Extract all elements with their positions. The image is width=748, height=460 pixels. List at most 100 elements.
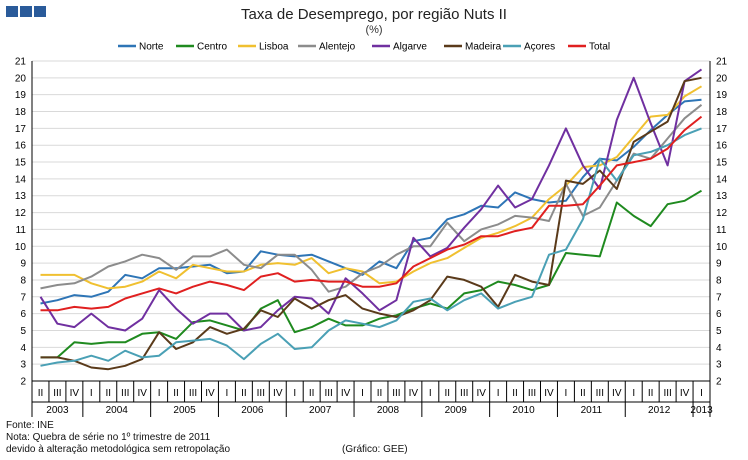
legend-label-centro: Centro — [197, 42, 227, 53]
y-tick-label-left: 9 — [20, 259, 26, 270]
y-tick-label-left: 12 — [15, 208, 27, 219]
y-tick-label-right: 4 — [716, 343, 722, 354]
x-quarter-label: II — [648, 388, 654, 399]
y-tick-label-left: 17 — [15, 124, 27, 135]
y-tick-label-left: 3 — [20, 360, 26, 371]
x-quarter-label: III — [528, 388, 536, 399]
x-quarter-label: I — [700, 388, 703, 399]
x-year-label: 2011 — [581, 405, 603, 416]
series-line-alentejo — [40, 104, 703, 293]
x-quarter-label: I — [632, 388, 635, 399]
series-line-lisboa — [40, 85, 703, 290]
x-quarter-label: II — [512, 388, 518, 399]
y-tick-label-left: 14 — [15, 174, 27, 185]
legend-label-total: Total — [589, 42, 610, 53]
y-tick-label-right: 17 — [716, 124, 728, 135]
x-quarter-label: II — [105, 388, 111, 399]
source-note: Fonte: INE — [6, 420, 54, 431]
x-quarter-label: II — [173, 388, 179, 399]
y-tick-label-left: 18 — [15, 107, 27, 118]
y-tick-label-right: 19 — [716, 90, 728, 101]
series-line-algarve — [39, 68, 703, 332]
y-tick-label-right: 13 — [716, 191, 728, 202]
y-tick-label-left: 2 — [20, 377, 26, 388]
x-year-label: 2008 — [377, 405, 400, 416]
x-quarter-label: II — [241, 388, 247, 399]
y-tick-label-left: 16 — [15, 141, 27, 152]
x-quarter-label: III — [324, 388, 332, 399]
x-quarter-label: III — [121, 388, 129, 399]
methodology-note-1: Nota: Quebra de série no 1º trimestre de… — [6, 432, 211, 443]
y-tick-label-right: 11 — [716, 225, 727, 236]
y-tick-label-right: 9 — [716, 259, 722, 270]
x-year-label: 2006 — [241, 405, 264, 416]
y-tick-label-right: 15 — [716, 158, 728, 169]
logo-block-1 — [6, 6, 18, 17]
y-tick-label-left: 10 — [15, 242, 27, 253]
y-tick-label-left: 13 — [15, 191, 27, 202]
y-tick-label-right: 10 — [716, 242, 728, 253]
y-tick-label-right: 6 — [716, 309, 722, 320]
y-tick-label-left: 19 — [15, 90, 27, 101]
y-tick-label-right: 5 — [716, 326, 722, 337]
y-tick-label-left: 6 — [20, 309, 26, 320]
x-year-label: 2010 — [512, 405, 535, 416]
series-line-norte — [40, 98, 702, 305]
chart-title: Taxa de Desemprego, por região Nuts II — [241, 6, 507, 23]
x-quarter-label: I — [565, 388, 568, 399]
y-tick-label-right: 12 — [716, 208, 728, 219]
y-tick-label-right: 20 — [716, 73, 728, 84]
x-year-label: 2012 — [648, 405, 671, 416]
x-quarter-label: III — [596, 388, 604, 399]
x-quarter-label: III — [460, 388, 468, 399]
legend-label-açores: Açores — [524, 42, 555, 53]
legend-label-lisboa: Lisboa — [259, 42, 289, 53]
legend-label-alentejo: Alentejo — [319, 42, 356, 53]
y-tick-label-right: 3 — [716, 360, 722, 371]
series-line-total — [40, 115, 703, 312]
x-quarter-label: II — [377, 388, 383, 399]
x-quarter-label: I — [497, 388, 500, 399]
x-quarter-label: IV — [205, 388, 215, 399]
x-quarter-label: I — [226, 388, 229, 399]
y-tick-label-right: 8 — [716, 275, 722, 286]
y-tick-label-right: 14 — [716, 174, 728, 185]
x-quarter-label: II — [309, 388, 315, 399]
series-line-açores — [40, 127, 702, 367]
y-tick-label-right: 16 — [716, 141, 728, 152]
x-quarter-label: III — [663, 388, 671, 399]
y-tick-label-left: 21 — [15, 57, 27, 68]
x-quarter-label: IV — [137, 388, 147, 399]
y-tick-label-right: 21 — [716, 57, 728, 68]
legend-label-madeira: Madeira — [465, 42, 502, 53]
x-quarter-label: I — [90, 388, 93, 399]
x-quarter-label: IV — [476, 388, 486, 399]
x-quarter-label: IV — [544, 388, 554, 399]
y-tick-label-right: 2 — [716, 377, 722, 388]
y-tick-label-right: 18 — [716, 107, 728, 118]
y-tick-label-left: 15 — [15, 158, 27, 169]
y-tick-label-left: 20 — [15, 73, 27, 84]
x-quarter-label: IV — [341, 388, 351, 399]
y-tick-label-left: 5 — [20, 326, 26, 337]
series-line-madeira — [40, 76, 702, 371]
x-quarter-label: I — [361, 388, 364, 399]
y-tick-label-left: 8 — [20, 275, 26, 286]
x-year-label: 2009 — [445, 405, 468, 416]
x-quarter-label: IV — [612, 388, 622, 399]
x-quarter-label: III — [53, 388, 61, 399]
x-quarter-label: III — [257, 388, 265, 399]
x-year-label: 2013 — [690, 405, 713, 416]
methodology-note-2: devido à alteração metodológica sem retr… — [6, 444, 231, 455]
x-quarter-label: IV — [273, 388, 283, 399]
x-year-label: 2007 — [309, 405, 332, 416]
x-year-label: 2005 — [173, 405, 196, 416]
x-quarter-label: IV — [409, 388, 419, 399]
x-quarter-label: II — [444, 388, 450, 399]
x-quarter-label: IV — [70, 388, 80, 399]
x-year-label: 2004 — [106, 405, 129, 416]
x-year-label: 2003 — [46, 405, 69, 416]
chart-credit: (Gráfico: GEE) — [342, 444, 408, 455]
x-quarter-label: II — [580, 388, 586, 399]
